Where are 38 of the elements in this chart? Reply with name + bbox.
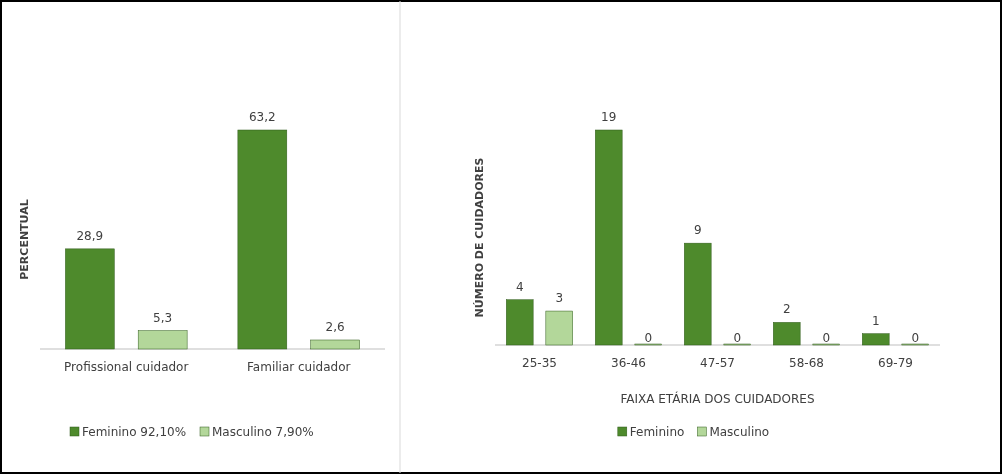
legend-label: Masculino 7,90%: [212, 425, 314, 439]
data-label: 0: [911, 331, 920, 345]
x-tick-label: Familiar cuidador: [247, 360, 351, 374]
legend-label: Masculino: [709, 425, 770, 439]
x-tick-label: 69-79: [878, 356, 913, 370]
x-tick-label: 36-46: [611, 356, 646, 370]
legend-label: Feminino: [629, 425, 685, 439]
data-label: 1: [871, 313, 880, 328]
bar: [237, 129, 288, 350]
data-label: 0: [733, 331, 742, 345]
bar: [65, 248, 115, 350]
x-tick-label: 47-57: [700, 356, 735, 370]
data-label: 5,3: [153, 310, 173, 325]
y-axis-title: PERCENTUAL: [18, 199, 31, 280]
bar: [773, 322, 801, 346]
bar: [310, 339, 360, 350]
data-label: 0: [644, 331, 653, 345]
bar: [862, 333, 890, 346]
x-tick-label: Profissional cuidador: [64, 360, 189, 374]
bar: [545, 310, 573, 346]
bar: [595, 129, 623, 346]
bar: [684, 242, 712, 346]
x-axis-title: FAIXA ETÁRIA DOS CUIDADORES: [620, 391, 815, 406]
data-label: 0: [822, 331, 831, 345]
data-label: 2: [782, 302, 791, 317]
data-label: 3: [555, 291, 564, 306]
data-label: 28,9: [76, 228, 104, 243]
data-label: 63,2: [248, 110, 276, 124]
x-tick-label: 25-35: [522, 356, 557, 370]
data-label: 9: [693, 223, 702, 238]
data-label: 4: [515, 279, 524, 294]
data-label: 19: [601, 110, 617, 124]
legend-label: Feminino 92,10%: [82, 425, 187, 439]
data-label: 2,6: [325, 319, 345, 334]
bar: [506, 299, 534, 346]
bar: [137, 330, 188, 350]
y-axis-title: NÚMERO DE CUIDADORES: [473, 157, 486, 318]
x-tick-label: 58-68: [789, 356, 824, 370]
